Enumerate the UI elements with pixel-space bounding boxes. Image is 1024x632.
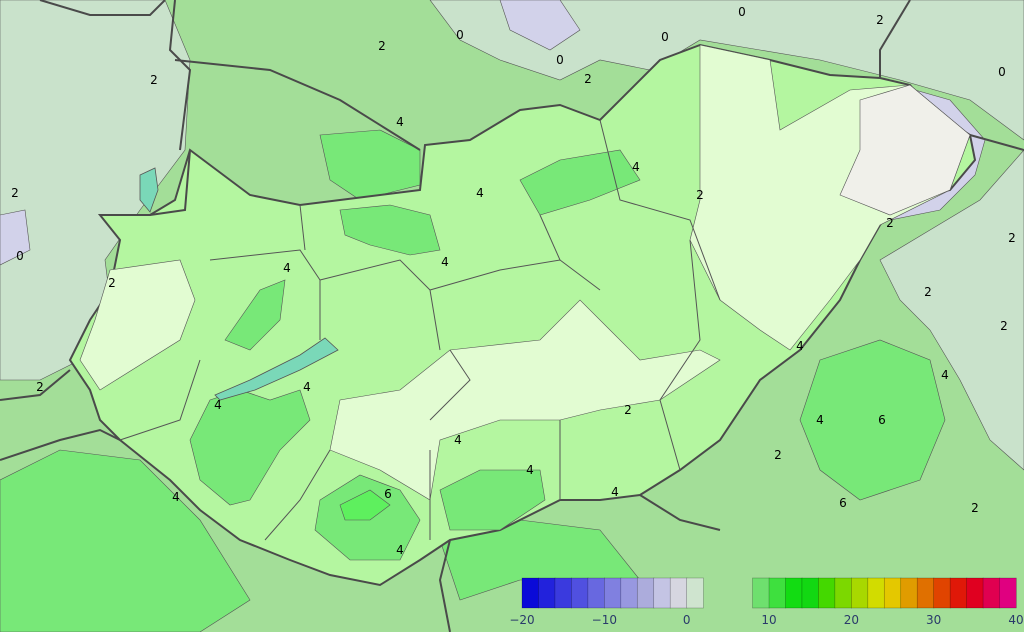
colorbar-cell [521,577,540,609]
contour-label: 2 [108,276,116,290]
cool-zone-west-hungary [79,259,196,391]
colorbar-cell [720,578,737,608]
colorbar-cell [686,577,704,609]
contour-labels: 0 0 0 0 2 2 2 2 2 0 2 0 4 4 2 2 4 4 4 4 4 2 2 2 4 4 6 2 2 4 6 2 2 4 4 4 6 4 4 [11,5,1016,557]
colorbar-cell [966,577,984,609]
colorbar-tick-label: 20 [844,613,859,627]
warm-zone-bakony [224,279,286,351]
colorbar [521,577,1017,609]
colorbar-tick-label: −20 [509,613,534,627]
contour-label: 0 [998,65,1006,79]
contour-label: 4 [172,490,180,504]
lake-neusiedl [139,167,159,213]
colorbar-cell [900,577,918,609]
colorbar-cell [867,577,885,609]
colorbar-cell [554,577,573,609]
colorbar-cell [636,577,655,609]
colorbar-cell [587,577,605,609]
warm-zone-south [439,469,546,531]
contour-label: 4 [941,368,949,382]
colorbar-cell [785,577,803,609]
colorbar-tick-label: 30 [926,613,941,627]
contour-label: 2 [924,285,932,299]
colorbar-cell [703,578,720,608]
colorbar-tick-label: 0 [683,613,691,627]
contour-label: 4 [396,543,404,557]
contour-label: 0 [661,30,669,44]
contour-label: 0 [16,249,24,263]
colorbar-cell [834,577,852,609]
colorbar-tick-label: 40 [1008,613,1023,627]
colorbar-cell [669,577,688,609]
contour-label: 4 [526,463,534,477]
contour-label: 2 [584,72,592,86]
colorbar-cell [999,577,1017,609]
cool-zone-north [429,0,1024,141]
colorbar-cell [949,577,968,609]
contour-label: 0 [456,28,464,42]
contour-label: 4 [476,186,484,200]
colorbar-tick-label: 10 [761,613,776,627]
colorbar-cell [571,577,589,609]
contour-label: 0 [556,53,564,67]
colorbar-cell [653,577,671,609]
colorbar-cell [818,577,836,609]
warm-zone-croatia [0,449,251,632]
contour-label: 6 [839,496,847,510]
cool-zone-east [879,149,1024,471]
contour-label: 2 [378,39,386,53]
colorbar-cell [752,577,770,609]
contour-label: 4 [796,339,804,353]
contour-label: 4 [303,380,311,394]
colorbar-cell [982,577,1001,609]
warm-zone-romania [799,339,946,501]
colorbar-ticks: −20 −10 0 10 20 30 40 [509,613,1023,627]
cold-patch-west [0,209,31,266]
contour-label: 2 [876,13,884,27]
contour-label: 4 [396,115,404,129]
contour-label: 2 [1008,231,1016,245]
contour-label: 6 [384,487,392,501]
contour-label: 4 [441,255,449,269]
colorbar-cell [801,577,820,609]
colorbar-cell [883,577,902,609]
cold-patch-north [499,0,581,51]
cool-zone-west [0,0,191,381]
colorbar-cell [604,577,622,609]
colorbar-cell [736,578,753,608]
warm-zone-danube-bend [339,204,441,256]
colorbar-cell [933,577,951,609]
county-borders [119,119,721,541]
cool-zone-center-hungary [329,299,721,501]
contour-label: 2 [150,73,158,87]
contour-label: 2 [971,501,979,515]
colorbar-tick-label: −10 [592,613,617,627]
contour-label: 4 [611,485,619,499]
contour-label: 2 [1000,319,1008,333]
warm-peak-mecsek [339,489,391,521]
contour-label: 2 [624,403,632,417]
contour-label: 4 [816,413,824,427]
colorbar-cell [851,577,869,609]
colorbar-cell [916,577,935,609]
lake-balaton [214,337,339,401]
contour-label: 2 [36,380,44,394]
contour-label: 2 [11,186,19,200]
contour-label: 4 [454,433,462,447]
contour-label: 4 [283,261,291,275]
contour-label: 2 [774,448,782,462]
contour-label: 0 [738,5,746,19]
colorbar-cell [620,577,638,609]
colorbar-cell [538,577,556,609]
contour-label: 2 [696,188,704,202]
contour-label: 2 [886,216,894,230]
contour-label: 4 [214,398,222,412]
colorbar-cell [768,577,787,609]
contour-label: 4 [632,160,640,174]
contour-label: 6 [878,413,886,427]
cold-zone-northeast-hungary [839,84,971,216]
